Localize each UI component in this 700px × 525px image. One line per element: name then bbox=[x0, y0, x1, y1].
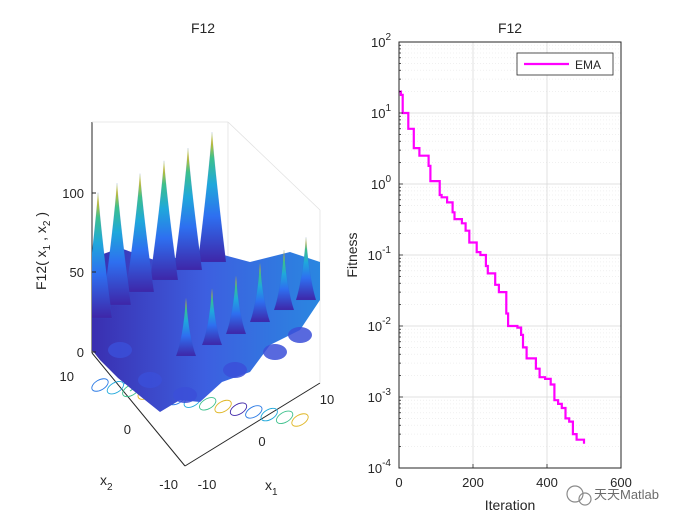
surface-peak bbox=[149, 160, 179, 281]
y-tick-label: 10-1 bbox=[368, 245, 392, 263]
x-tick-label: 600 bbox=[610, 475, 632, 490]
y-tick-label: 102 bbox=[371, 32, 391, 50]
y-axis-label: Fitness bbox=[344, 232, 360, 277]
surface-peak bbox=[197, 132, 227, 263]
z-tick-label: 0 bbox=[77, 345, 84, 360]
legend: EMA bbox=[516, 52, 614, 76]
surface-peak bbox=[273, 249, 295, 311]
wechat-icon bbox=[566, 485, 584, 503]
contour-loop bbox=[291, 413, 309, 427]
y-tick-label: 10 bbox=[60, 369, 74, 384]
wechat-icon-secondary bbox=[578, 492, 592, 506]
surface-bump bbox=[173, 387, 197, 403]
y-axis-label: x2 bbox=[100, 472, 113, 493]
y-tick-labels: 10-4 10-3 10-2 10-1 100 101 102 bbox=[368, 32, 392, 476]
x-tick-label: 0 bbox=[395, 475, 402, 490]
x-tick-label: 10 bbox=[320, 392, 334, 407]
x-axis-label: Iteration bbox=[485, 497, 536, 513]
y-axis-line bbox=[91, 352, 186, 467]
surface-plot-panel: F12 0 50 100 10 bbox=[33, 20, 334, 498]
y-tick-label: 10-3 bbox=[368, 387, 392, 405]
x-axis-ticks: -10 0 10 bbox=[198, 392, 335, 492]
surface-peak bbox=[92, 192, 113, 319]
contour-loop bbox=[106, 381, 125, 395]
x-tick-label: 400 bbox=[536, 475, 558, 490]
contour-loop bbox=[91, 378, 109, 392]
legend-label-ema: EMA bbox=[575, 58, 601, 72]
x-axis-label: x1 bbox=[265, 477, 278, 498]
surface-bump bbox=[138, 372, 162, 388]
x-tick-labels: 0 200 400 600 bbox=[395, 475, 631, 490]
watermark: 天天Matlab bbox=[566, 485, 659, 506]
contour-loop bbox=[275, 410, 294, 424]
surface-bump bbox=[223, 362, 247, 378]
surface-mesh bbox=[92, 132, 320, 412]
surface-peak bbox=[173, 148, 203, 271]
surface-peak bbox=[175, 297, 197, 357]
axis-ticks bbox=[398, 44, 622, 469]
surface-bump bbox=[288, 327, 312, 343]
y-tick-label: -10 bbox=[159, 477, 178, 492]
z-axis-ticks: 0 50 100 bbox=[62, 186, 96, 360]
surface-peak bbox=[102, 183, 132, 306]
contour-loop bbox=[229, 402, 248, 416]
surface-peak bbox=[295, 237, 317, 301]
y-tick-label: 10-2 bbox=[368, 316, 392, 334]
surface-peak bbox=[201, 288, 223, 346]
surface-peak bbox=[125, 173, 155, 293]
x-tick-label: 200 bbox=[462, 475, 484, 490]
series-layer bbox=[399, 90, 586, 444]
series-line-ema bbox=[399, 90, 586, 444]
x-tick-label: 0 bbox=[258, 434, 265, 449]
contour-loop bbox=[199, 397, 217, 411]
z-tick-label: 100 bbox=[62, 186, 84, 201]
surface-peak bbox=[249, 262, 271, 323]
surface-bump bbox=[108, 342, 132, 358]
z-tick-label: 50 bbox=[70, 265, 84, 280]
y-axis-ticks: 10 0 -10 bbox=[60, 369, 178, 492]
y-tick-label: 10-4 bbox=[368, 458, 392, 476]
contour-loop bbox=[214, 399, 232, 414]
y-tick-label: 101 bbox=[371, 103, 391, 121]
contour-loop bbox=[245, 405, 263, 419]
x-tick-label: -10 bbox=[198, 477, 217, 492]
convergence-plot-title: F12 bbox=[498, 20, 522, 36]
surface-peak bbox=[225, 275, 247, 335]
surface-bump bbox=[263, 344, 287, 360]
watermark-text: 天天Matlab bbox=[594, 487, 659, 502]
surface-plot-title: F12 bbox=[191, 20, 215, 36]
convergence-plot-panel: F12 10-4 10-3 10-2 10-1 100 101 102 0 20… bbox=[344, 20, 632, 513]
z-axis-label: F12( x1 , x2 ) bbox=[33, 212, 53, 290]
x-axis-line bbox=[184, 382, 321, 467]
y-tick-label: 0 bbox=[124, 422, 131, 437]
contour-loop bbox=[260, 407, 278, 422]
y-tick-label: 100 bbox=[371, 174, 391, 192]
